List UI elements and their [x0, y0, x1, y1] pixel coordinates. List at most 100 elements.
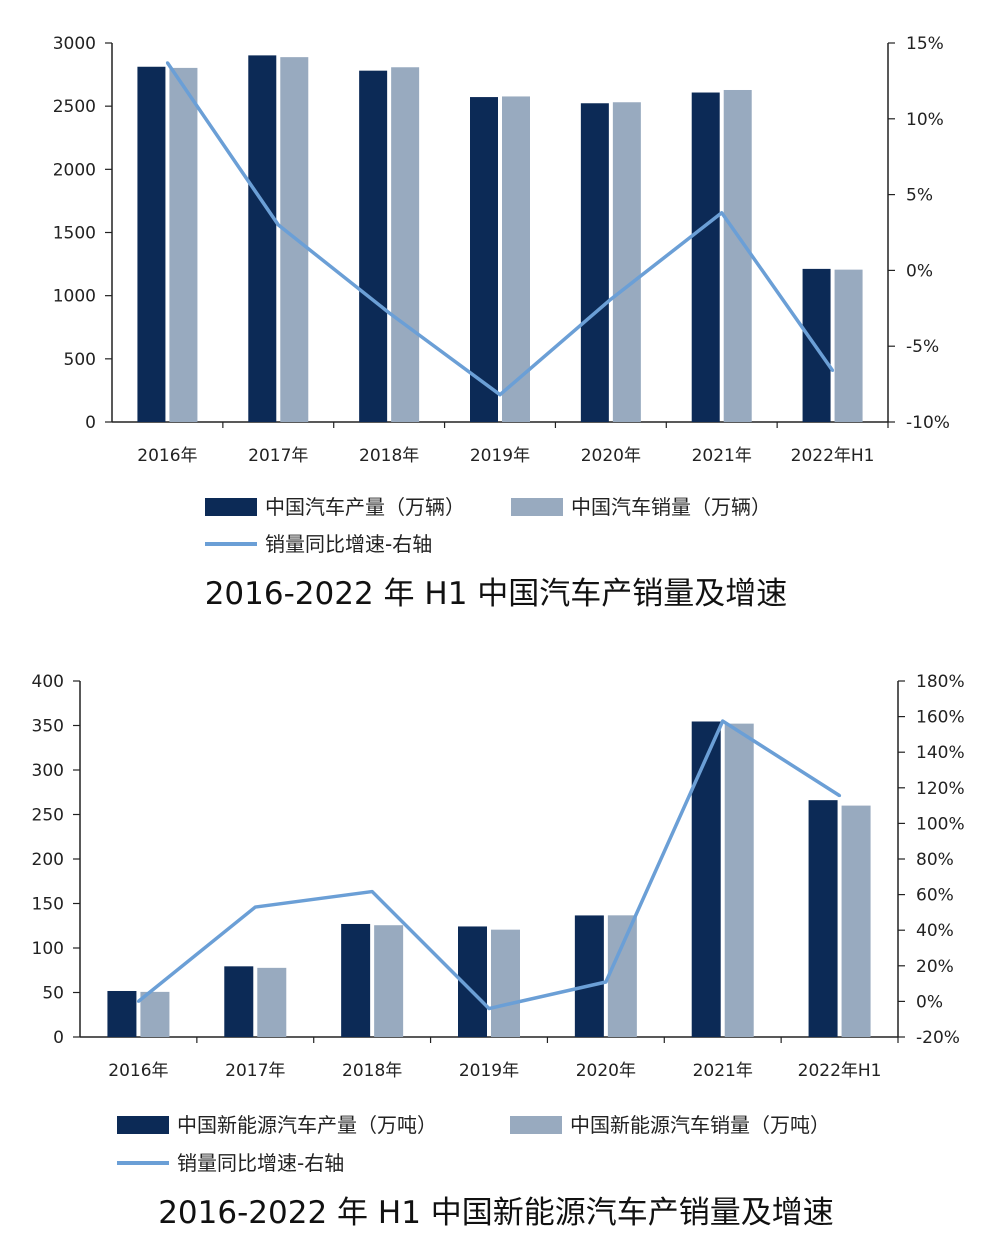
left-tick-label: 150 — [32, 895, 64, 915]
right-tick-label: 15% — [906, 34, 944, 54]
right-tick-label: 140% — [916, 743, 965, 763]
legend-swatch-sales — [510, 1116, 562, 1134]
category-label: 2019年 — [470, 446, 530, 466]
left-tick-label: 250 — [32, 806, 64, 826]
left-tick-label: 400 — [32, 672, 64, 692]
legend-label: 中国汽车产量（万辆） — [265, 495, 465, 519]
category-label: 2020年 — [576, 1061, 636, 1081]
right-tick-label: 160% — [916, 708, 965, 728]
right-tick-label: 40% — [916, 921, 954, 941]
sales-bar — [169, 67, 198, 422]
legend-label: 中国新能源汽车销量（万吨） — [570, 1113, 830, 1137]
production-bar — [341, 923, 371, 1037]
category-label: 2016年 — [108, 1061, 168, 1081]
sales-bar — [724, 723, 754, 1037]
production-bar — [691, 92, 720, 422]
left-tick-label: 0 — [85, 413, 96, 433]
left-tick-label: 1000 — [53, 287, 96, 307]
right-tick-label: 120% — [916, 779, 965, 799]
sales-bar — [374, 925, 404, 1037]
growth-point — [136, 999, 140, 1003]
production-bar — [808, 800, 838, 1037]
category-label: 2017年 — [248, 446, 308, 466]
growth-point — [253, 905, 257, 909]
right-tick-label: 80% — [916, 850, 954, 870]
sales-bar — [612, 102, 641, 422]
category-label: 2017年 — [225, 1061, 285, 1081]
growth-point — [276, 223, 280, 227]
left-tick-label: 2000 — [53, 160, 96, 180]
production-bar — [470, 97, 498, 422]
legend-swatch-sales — [511, 498, 563, 516]
legend-label: 销量同比增速-右轴 — [265, 532, 432, 556]
sales-bar — [257, 967, 287, 1037]
growth-point — [720, 211, 724, 215]
category-label: 2016年 — [137, 446, 197, 466]
growth-point — [165, 61, 169, 65]
left-tick-label: 100 — [32, 939, 64, 959]
sales-bar — [502, 96, 530, 423]
chart-nev-production-sales: 400 350 300 250 200 150 100 50 0 180% 160% 140% 120%… — [32, 672, 965, 1231]
sales-bar — [834, 269, 863, 422]
growth-point — [487, 1007, 491, 1011]
right-tick-label: -20% — [916, 1028, 960, 1048]
legend-label: 中国新能源汽车产量（万吨） — [177, 1113, 437, 1137]
category-label: 2021年 — [693, 1061, 753, 1081]
right-tick-label: 100% — [916, 814, 965, 834]
left-tick-label: 200 — [32, 850, 64, 870]
production-bar — [107, 990, 137, 1037]
left-tick-label: 2500 — [53, 97, 96, 117]
production-bar — [691, 721, 721, 1037]
production-bar — [580, 103, 609, 423]
right-tick-label: 180% — [916, 672, 965, 692]
legend-label: 中国汽车销量（万辆） — [571, 495, 771, 519]
right-tick-label: 5% — [906, 186, 933, 206]
left-tick-label: 1500 — [53, 224, 96, 244]
category-label: 2019年 — [459, 1061, 519, 1081]
right-tick-label: 10% — [906, 110, 944, 130]
growth-point — [604, 980, 608, 984]
category-label: 2018年 — [359, 446, 419, 466]
left-tick-label: 3000 — [53, 34, 96, 54]
left-tick-label: 500 — [64, 350, 96, 370]
category-label: 2018年 — [342, 1061, 402, 1081]
category-label: 2022年H1 — [798, 1061, 882, 1081]
growth-point — [370, 890, 374, 894]
growth-point — [721, 719, 725, 723]
sales-bar — [723, 89, 752, 422]
growth-point — [609, 297, 613, 301]
chart-vehicle-production-sales: 3000 2500 2000 1500 1000 500 0 15% 10% 5% 0% -5% -10… — [53, 34, 950, 612]
left-tick-label: 300 — [32, 761, 64, 781]
category-label: 2022年H1 — [791, 446, 875, 466]
left-tick-label: 50 — [42, 984, 64, 1004]
right-tick-label: 20% — [916, 957, 954, 977]
chart-caption: 2016-2022 年 H1 中国新能源汽车产销量及增速 — [158, 1195, 834, 1231]
legend-swatch-production — [205, 498, 257, 516]
production-bar — [574, 915, 604, 1037]
production-bar — [248, 55, 277, 422]
chart-caption: 2016-2022 年 H1 中国汽车产销量及增速 — [205, 576, 788, 612]
growth-point — [838, 794, 842, 798]
growth-point — [498, 393, 502, 397]
sales-bar — [140, 991, 170, 1037]
production-bar — [359, 70, 388, 423]
growth-point — [387, 311, 391, 315]
sales-bar — [391, 67, 420, 423]
right-tick-label: 0% — [906, 261, 933, 281]
production-bar — [224, 966, 254, 1037]
left-tick-label: 350 — [32, 717, 64, 737]
sales-bar — [607, 915, 637, 1037]
sales-bar — [491, 929, 520, 1037]
category-label: 2021年 — [692, 446, 752, 466]
category-label: 2020年 — [581, 446, 641, 466]
right-tick-label: 0% — [916, 992, 943, 1012]
sales-bar — [841, 805, 871, 1037]
right-tick-label: 60% — [916, 886, 954, 906]
left-tick-label: 0 — [53, 1028, 64, 1048]
right-tick-label: -5% — [906, 337, 939, 357]
production-bar — [137, 66, 166, 422]
legend-swatch-production — [117, 1116, 169, 1134]
legend-label: 销量同比增速-右轴 — [177, 1151, 344, 1175]
right-tick-label: -10% — [906, 413, 950, 433]
growth-point — [831, 368, 835, 372]
